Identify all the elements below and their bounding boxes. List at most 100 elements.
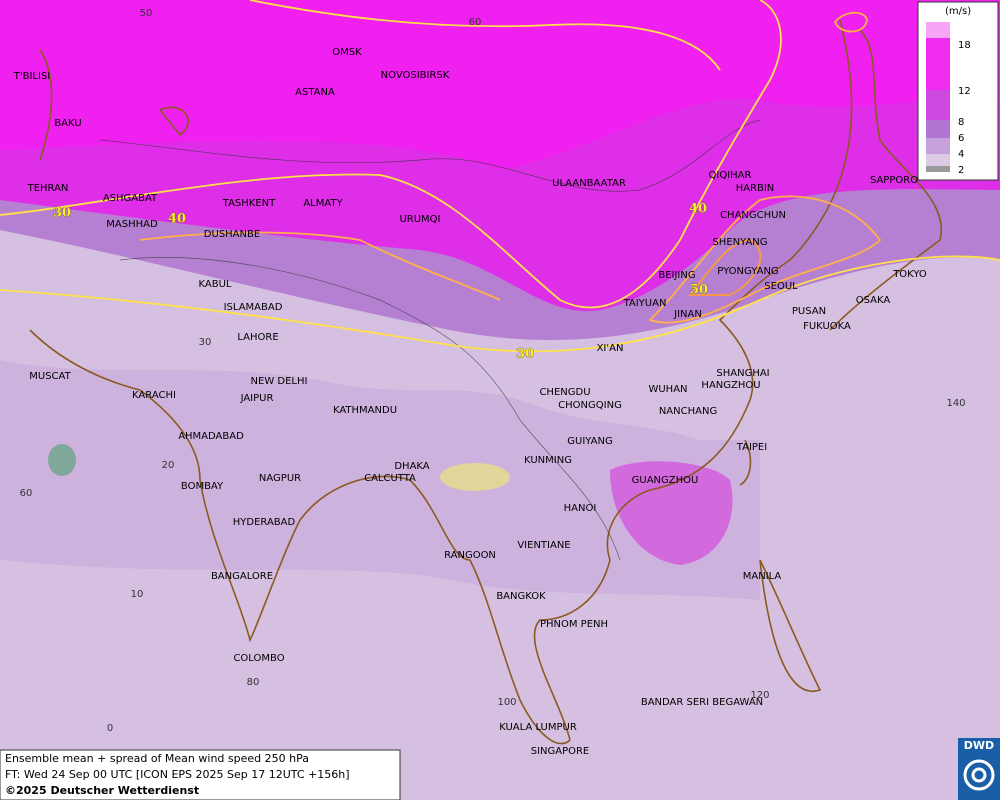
city-label: TAIYUAN	[623, 298, 667, 309]
graticule-label: 0	[107, 723, 113, 734]
city-label: GUIYANG	[567, 436, 612, 447]
city-label: DHAKA	[394, 461, 429, 472]
legend-swatch	[926, 138, 950, 154]
city-label: WUHAN	[648, 384, 687, 395]
legend-swatch	[926, 90, 950, 120]
city-label: DUSHANBE	[204, 229, 260, 240]
legend-label: 2	[958, 165, 964, 176]
legend: (m/s)	[917, 1, 999, 181]
city-label: SEOUL	[764, 281, 798, 292]
footer-title: Ensemble mean + spread of Mean wind spee…	[5, 752, 309, 765]
footer-copyright: ©2025 Deutscher Wetterdienst	[5, 784, 199, 797]
city-label: BANDAR SERI BEGAWAN	[641, 697, 763, 708]
city-label: NEW DELHI	[251, 376, 308, 387]
city-label: NANCHANG	[659, 406, 717, 417]
city-label: BEIJING	[658, 270, 695, 281]
city-label: OMSK	[332, 47, 362, 58]
city-label: CHONGQING	[558, 400, 622, 411]
low-spread-patch	[440, 463, 510, 491]
logo-text: DWD	[964, 739, 994, 752]
low-spread-patch	[48, 444, 76, 476]
city-label: ASTANA	[295, 87, 335, 98]
borders	[99, 119, 761, 561]
city-label: AHMADABAD	[178, 431, 244, 442]
city-label: ISLAMABAD	[224, 302, 283, 313]
city-label: BANGKOK	[496, 591, 546, 602]
legend-swatch	[926, 38, 950, 90]
legend-label: 18	[958, 40, 971, 51]
graticule-label: 10	[131, 589, 144, 600]
city-label: SINGAPORE	[531, 746, 590, 757]
city-label: CALCUTTA	[364, 473, 416, 484]
legend-label: 8	[958, 117, 964, 128]
city-label: ULAANBAATAR	[552, 178, 626, 189]
field-stronger	[0, 0, 1000, 170]
graticule-label: 50	[140, 8, 153, 19]
legend-swatch	[926, 166, 950, 172]
city-label: SAPPORO	[870, 175, 918, 186]
footer-time: FT: Wed 24 Sep 00 UTC [ICON EPS 2025 Sep…	[5, 768, 350, 781]
logo-swirl	[963, 759, 995, 791]
city-label: VIENTIANE	[517, 540, 570, 551]
city-label: ALMATY	[303, 198, 343, 209]
graticule-label: 20	[162, 460, 175, 471]
city-label: MANILA	[743, 571, 782, 582]
footer-box	[0, 749, 401, 800]
city-label: BOMBAY	[181, 481, 224, 492]
city-label: MASHHAD	[106, 219, 158, 230]
graticule-label: 30	[199, 337, 212, 348]
city-label: BANGALORE	[211, 571, 273, 582]
city-label: QIQIHAR	[709, 170, 752, 181]
city-label: SHANGHAI	[716, 368, 769, 379]
city-label: MUSCAT	[29, 371, 71, 382]
legend-swatch	[926, 22, 950, 38]
city-label: HANGZHOU	[701, 380, 760, 391]
coastlines	[29, 19, 943, 745]
city-label: NAGPUR	[259, 473, 301, 484]
city-label: PHNOM PENH	[540, 619, 608, 630]
graticule-label: 80	[247, 677, 260, 688]
contour-label: 40	[689, 202, 707, 217]
city-label: JINAN	[673, 309, 702, 320]
city-label: XI'AN	[597, 343, 624, 354]
city-label: HANOI	[564, 503, 597, 514]
city-label: PYONGYANG	[717, 266, 778, 277]
legend-label: 4	[958, 149, 964, 160]
city-label: URUMQI	[399, 214, 440, 225]
city-label: KUNMING	[524, 455, 572, 466]
contour-label: 30	[53, 206, 71, 221]
city-label: JAIPUR	[240, 393, 274, 404]
legend-swatch	[926, 154, 950, 166]
graticule-label: 60	[469, 17, 482, 28]
legend-label: 6	[958, 133, 964, 144]
city-label: HARBIN	[736, 183, 775, 194]
city-label: KABUL	[199, 279, 232, 290]
field-medium-patch	[0, 360, 760, 600]
legend-swatch	[926, 120, 950, 138]
city-label: LAHORE	[237, 332, 278, 343]
city-label: PUSAN	[792, 306, 826, 317]
graticule-label: 100	[497, 697, 516, 708]
city-label: KATHMANDU	[333, 405, 397, 416]
city-label: TEHRAN	[27, 183, 69, 194]
city-label: SHENYANG	[712, 237, 767, 248]
city-label: KUALA LUMPUR	[499, 722, 577, 733]
contour-label: 40	[168, 212, 186, 227]
city-label: FUKUOKA	[803, 321, 851, 332]
logo-swirl	[971, 767, 987, 783]
graticule-label: 120	[750, 690, 769, 701]
city-label: HYDERABAD	[233, 517, 296, 528]
contour-label: 30	[516, 347, 534, 362]
legend-unit: (m/s)	[945, 6, 971, 17]
city-label: TAIPEI	[736, 442, 767, 453]
contours	[0, 0, 1000, 353]
city-label: NOVOSIBIRSK	[381, 70, 450, 81]
city-label: ASHGABAT	[103, 193, 158, 204]
contour-label: 50	[690, 283, 708, 298]
city-label: CHENGDU	[539, 387, 590, 398]
city-label: BAKU	[54, 118, 81, 129]
city-label: COLOMBO	[233, 653, 284, 664]
legend-label: 12	[958, 86, 971, 97]
